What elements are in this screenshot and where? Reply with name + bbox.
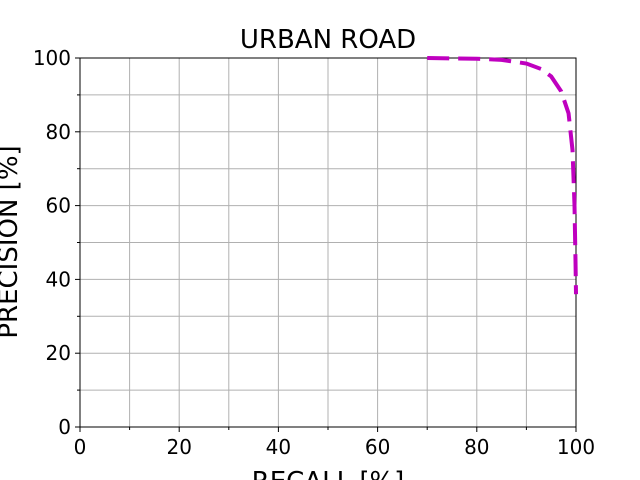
x-tick-label: 60 [365, 435, 390, 459]
x-tick-label: 0 [74, 435, 87, 459]
y-tick-label: 80 [46, 120, 71, 144]
x-tick-label: 40 [266, 435, 291, 459]
y-axis-label: PRECISION [%] [0, 145, 24, 338]
y-tick-label: 100 [33, 46, 71, 70]
y-tick-label: 0 [58, 415, 71, 439]
y-tick-label: 60 [46, 194, 71, 218]
pr-curve [427, 56, 578, 295]
x-tick-label: 20 [166, 435, 191, 459]
chart-title: URBAN ROAD [240, 25, 416, 55]
x-tick-label: 100 [557, 435, 595, 459]
x-axis-label: RECALL [%] [252, 467, 405, 480]
y-tick-label: 40 [46, 267, 71, 291]
x-tick-label: 80 [464, 435, 489, 459]
y-tick-label: 20 [46, 341, 71, 365]
